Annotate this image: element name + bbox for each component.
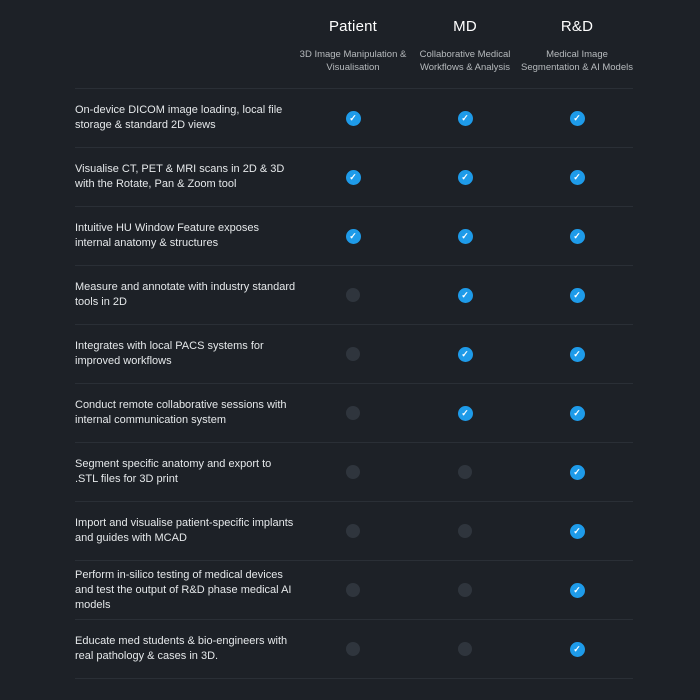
feature-rows: On-device DICOM image loading, local fil… (75, 89, 633, 679)
check-icon: ✓ (345, 228, 361, 244)
check-icon: ✓ (457, 169, 473, 185)
availability-cell: ✓ (409, 405, 521, 421)
unavailable-dot-icon (458, 465, 472, 479)
check-icon: ✓ (569, 110, 585, 126)
unavailable-dot-icon (458, 642, 472, 656)
column-header-md: MD Collaborative Medical Workflows & Ana… (409, 14, 521, 74)
feature-label: On-device DICOM image loading, local fil… (75, 104, 283, 131)
availability-cell: ✓ (409, 228, 521, 244)
unavailable-dot-icon (346, 524, 360, 538)
unavailable-dot-icon (346, 347, 360, 361)
availability-cell: ✓ (521, 523, 633, 539)
unavailable-dot-icon (346, 465, 360, 479)
feature-label: Visualise CT, PET & MRI scans in 2D & 3D… (75, 163, 285, 190)
check-icon: ✓ (569, 523, 585, 539)
feature-comparison-table: Patient 3D Image Manipulation & Visualis… (75, 14, 633, 679)
availability-cell: ✓ (521, 464, 633, 480)
column-header-rd: R&D Medical Image Segmentation & AI Mode… (521, 14, 633, 74)
availability-cell: ✓ (409, 169, 521, 185)
availability-cell: ✓ (521, 228, 633, 244)
table-header: Patient 3D Image Manipulation & Visualis… (75, 14, 633, 89)
column-title: Patient (328, 18, 378, 35)
availability-cell (297, 347, 409, 361)
check-icon: ✓ (457, 346, 473, 362)
column-title: R&D (560, 18, 594, 35)
check-icon: ✓ (569, 228, 585, 244)
availability-cell: ✓ (409, 110, 521, 126)
table-row: Intuitive HU Window Feature exposes inte… (75, 207, 633, 266)
check-icon: ✓ (569, 582, 585, 598)
table-row: Conduct remote collaborative sessions wi… (75, 384, 633, 443)
table-row: Measure and annotate with industry stand… (75, 266, 633, 325)
table-row: Integrates with local PACS systems for i… (75, 325, 633, 384)
check-icon: ✓ (569, 169, 585, 185)
feature-label: Integrates with local PACS systems for i… (75, 340, 264, 367)
table-row: Perform in-silico testing of medical dev… (75, 561, 633, 620)
check-icon: ✓ (569, 346, 585, 362)
feature-label: Measure and annotate with industry stand… (75, 281, 296, 308)
availability-cell: ✓ (521, 169, 633, 185)
check-icon: ✓ (569, 641, 585, 657)
column-header-patient: Patient 3D Image Manipulation & Visualis… (297, 14, 409, 74)
availability-cell (409, 524, 521, 538)
availability-cell (297, 288, 409, 302)
availability-cell: ✓ (409, 287, 521, 303)
unavailable-dot-icon (346, 406, 360, 420)
table-row: On-device DICOM image loading, local fil… (75, 89, 633, 148)
availability-cell: ✓ (521, 287, 633, 303)
check-icon: ✓ (457, 110, 473, 126)
availability-cell: ✓ (297, 169, 409, 185)
availability-cell (409, 642, 521, 656)
check-icon: ✓ (345, 169, 361, 185)
feature-label: Educate med students & bio-engineers wit… (75, 635, 288, 662)
availability-cell (297, 406, 409, 420)
feature-label: Intuitive HU Window Feature exposes inte… (75, 222, 260, 249)
table-row: Import and visualise patient-specific im… (75, 502, 633, 561)
availability-cell: ✓ (521, 582, 633, 598)
check-icon: ✓ (345, 110, 361, 126)
availability-cell: ✓ (297, 110, 409, 126)
column-subtitle: 3D Image Manipulation & Visualisation (299, 49, 407, 73)
column-title: MD (453, 18, 477, 35)
feature-label: Segment specific anatomy and export to .… (75, 458, 272, 485)
availability-cell (297, 642, 409, 656)
check-icon: ✓ (457, 287, 473, 303)
check-icon: ✓ (569, 287, 585, 303)
availability-cell: ✓ (521, 110, 633, 126)
check-icon: ✓ (457, 228, 473, 244)
check-icon: ✓ (569, 405, 585, 421)
table-row: Segment specific anatomy and export to .… (75, 443, 633, 502)
availability-cell (297, 524, 409, 538)
column-subtitle: Collaborative Medical Workflows & Analys… (419, 49, 511, 73)
availability-cell (409, 583, 521, 597)
availability-cell: ✓ (297, 228, 409, 244)
availability-cell: ✓ (521, 641, 633, 657)
unavailable-dot-icon (346, 583, 360, 597)
check-icon: ✓ (569, 464, 585, 480)
feature-label: Perform in-silico testing of medical dev… (75, 568, 292, 611)
table-row: Educate med students & bio-engineers wit… (75, 620, 633, 679)
column-subtitle: Medical Image Segmentation & AI Models (521, 49, 633, 73)
availability-cell (297, 465, 409, 479)
unavailable-dot-icon (346, 288, 360, 302)
availability-cell: ✓ (409, 346, 521, 362)
unavailable-dot-icon (458, 583, 472, 597)
availability-cell (297, 583, 409, 597)
feature-label: Conduct remote collaborative sessions wi… (75, 399, 287, 426)
availability-cell: ✓ (521, 346, 633, 362)
availability-cell: ✓ (521, 405, 633, 421)
availability-cell (409, 465, 521, 479)
feature-label: Import and visualise patient-specific im… (75, 517, 294, 544)
unavailable-dot-icon (346, 642, 360, 656)
table-row: Visualise CT, PET & MRI scans in 2D & 3D… (75, 148, 633, 207)
unavailable-dot-icon (458, 524, 472, 538)
check-icon: ✓ (457, 405, 473, 421)
